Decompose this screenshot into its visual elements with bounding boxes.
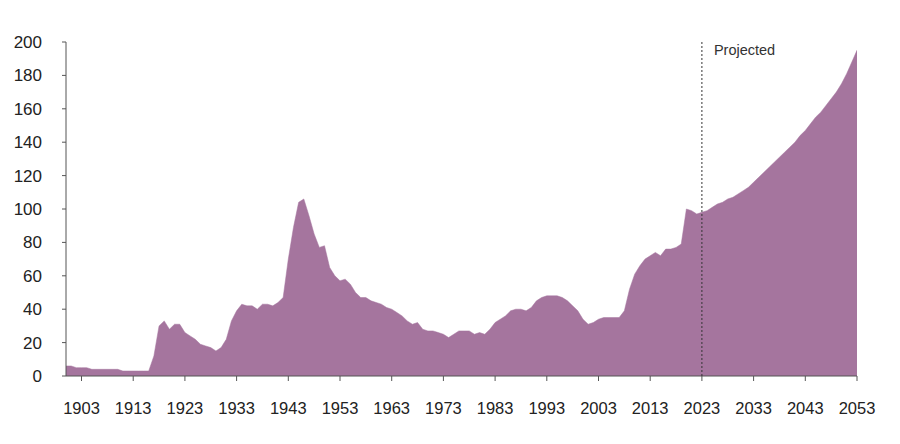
y-tick	[62, 342, 66, 343]
x-tick	[184, 376, 185, 381]
x-tick-label: 2043	[787, 399, 824, 417]
y-tick-label: 120	[14, 167, 42, 186]
y-tick-label: 0	[33, 367, 42, 386]
x-tick	[443, 376, 444, 381]
y-tick-label: 140	[14, 133, 42, 152]
x-tick-label: 2003	[580, 399, 617, 417]
x-tick-label: 1923	[167, 399, 204, 417]
y-tick	[62, 108, 66, 109]
x-tick	[288, 376, 289, 381]
y-tick	[62, 376, 66, 377]
x-tick-label: 1963	[373, 399, 410, 417]
plot-area	[66, 50, 857, 376]
x-tick	[236, 376, 237, 381]
y-tick	[62, 275, 66, 276]
projection-line	[701, 42, 702, 376]
x-tick	[340, 376, 341, 381]
y-tick-label: 40	[23, 300, 42, 319]
x-tick-label: 1913	[115, 399, 152, 417]
y-tick	[62, 175, 66, 176]
annotation: Projected	[714, 42, 775, 58]
x-tick	[81, 376, 82, 381]
x-tick	[753, 376, 754, 381]
x-tick-label: 2013	[632, 399, 669, 417]
x-tick	[805, 376, 806, 381]
x-tick	[546, 376, 547, 381]
chart: 0 20 40 60 80 100 120 140 160 180 200 1903 1913 1923 1…	[0, 0, 900, 444]
x-tick-label: 1983	[477, 399, 514, 417]
x-tick	[495, 376, 496, 381]
x-tick-label: 1933	[218, 399, 255, 417]
x-tick	[598, 376, 599, 381]
x-tick-label: 2053	[839, 399, 876, 417]
x-tick-label: 2033	[735, 399, 772, 417]
y-tick-label: 160	[14, 100, 42, 119]
x-tick-label: 1953	[322, 399, 359, 417]
y-tick	[62, 242, 66, 243]
y-tick	[62, 142, 66, 143]
y-tick-label: 180	[14, 66, 42, 85]
x-tick	[391, 376, 392, 381]
y-tick	[62, 75, 66, 76]
x-tick	[133, 376, 134, 381]
y-tick	[62, 309, 66, 310]
x-tick-label: 2023	[684, 399, 721, 417]
x-tick-label: 1973	[425, 399, 462, 417]
x-tick-label: 1993	[528, 399, 565, 417]
area	[66, 50, 857, 376]
y-tick-label: 100	[14, 200, 42, 219]
x-tick	[857, 376, 858, 381]
y-tick-label: 200	[14, 33, 42, 52]
y-tick-label: 20	[23, 334, 42, 353]
y-tick-label: 60	[23, 267, 42, 286]
x-tick	[701, 376, 702, 381]
y-tick	[62, 42, 66, 43]
y-tick	[62, 209, 66, 210]
y-tick-label: 80	[23, 233, 42, 252]
x-tick	[650, 376, 651, 381]
x-tick-label: 1943	[270, 399, 307, 417]
x-tick-label: 1903	[63, 399, 100, 417]
